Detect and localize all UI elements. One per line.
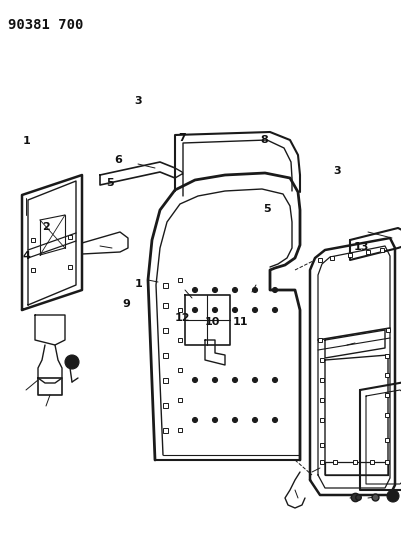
Bar bbox=[162, 402, 168, 408]
Bar bbox=[333, 460, 337, 464]
Bar bbox=[178, 398, 182, 402]
Circle shape bbox=[192, 417, 198, 423]
Bar bbox=[318, 258, 322, 262]
Text: 13: 13 bbox=[353, 242, 369, 252]
Text: 90381 700: 90381 700 bbox=[8, 18, 83, 32]
Bar bbox=[380, 248, 384, 252]
Bar bbox=[318, 338, 322, 342]
Bar bbox=[162, 303, 168, 308]
Circle shape bbox=[253, 287, 257, 293]
Bar bbox=[178, 308, 182, 312]
Bar bbox=[320, 460, 324, 464]
Text: 5: 5 bbox=[106, 178, 114, 188]
Bar bbox=[320, 358, 324, 362]
Circle shape bbox=[192, 308, 198, 312]
Text: 11: 11 bbox=[233, 318, 248, 327]
Circle shape bbox=[387, 490, 399, 502]
Bar bbox=[162, 327, 168, 333]
Bar bbox=[320, 378, 324, 382]
Text: 6: 6 bbox=[114, 155, 122, 165]
Bar bbox=[353, 460, 357, 464]
Circle shape bbox=[253, 417, 257, 423]
Circle shape bbox=[273, 287, 277, 293]
Circle shape bbox=[213, 287, 217, 293]
Bar bbox=[385, 438, 389, 442]
Circle shape bbox=[233, 287, 237, 293]
Text: 5: 5 bbox=[263, 204, 271, 214]
Bar bbox=[162, 282, 168, 287]
Text: 12: 12 bbox=[175, 313, 190, 323]
Circle shape bbox=[65, 355, 79, 369]
Circle shape bbox=[233, 377, 237, 383]
Text: 9: 9 bbox=[122, 299, 130, 309]
Bar bbox=[162, 352, 168, 358]
Text: 4: 4 bbox=[22, 251, 30, 261]
Bar bbox=[178, 368, 182, 372]
Circle shape bbox=[213, 377, 217, 383]
Bar bbox=[162, 377, 168, 383]
Text: 3: 3 bbox=[333, 166, 341, 175]
Bar bbox=[31, 238, 35, 242]
Bar bbox=[320, 443, 324, 447]
Text: 7: 7 bbox=[178, 133, 186, 142]
Bar bbox=[68, 235, 72, 239]
Bar bbox=[385, 413, 389, 417]
Bar bbox=[162, 427, 168, 432]
Bar bbox=[348, 253, 352, 257]
Bar bbox=[385, 460, 389, 464]
Text: 1: 1 bbox=[134, 279, 142, 288]
Text: 1: 1 bbox=[22, 136, 30, 146]
Circle shape bbox=[273, 308, 277, 312]
Circle shape bbox=[273, 377, 277, 383]
Bar bbox=[386, 328, 390, 332]
Circle shape bbox=[273, 417, 277, 423]
Bar bbox=[385, 373, 389, 377]
Bar bbox=[178, 338, 182, 342]
Bar bbox=[385, 393, 389, 397]
Circle shape bbox=[192, 287, 198, 293]
Circle shape bbox=[253, 377, 257, 383]
Text: 10: 10 bbox=[205, 318, 220, 327]
Circle shape bbox=[192, 377, 198, 383]
Circle shape bbox=[233, 417, 237, 423]
Bar bbox=[178, 428, 182, 432]
Bar bbox=[370, 460, 374, 464]
Bar bbox=[330, 256, 334, 260]
Circle shape bbox=[253, 308, 257, 312]
Text: 3: 3 bbox=[134, 96, 142, 106]
Circle shape bbox=[213, 308, 217, 312]
Bar bbox=[320, 418, 324, 422]
Text: 2: 2 bbox=[42, 222, 50, 231]
Bar bbox=[31, 268, 35, 272]
Bar bbox=[385, 354, 389, 358]
Bar bbox=[366, 250, 370, 254]
Bar bbox=[178, 278, 182, 282]
Bar bbox=[320, 398, 324, 402]
Circle shape bbox=[213, 417, 217, 423]
Circle shape bbox=[233, 308, 237, 312]
Text: 8: 8 bbox=[261, 135, 269, 144]
Bar bbox=[68, 265, 72, 269]
